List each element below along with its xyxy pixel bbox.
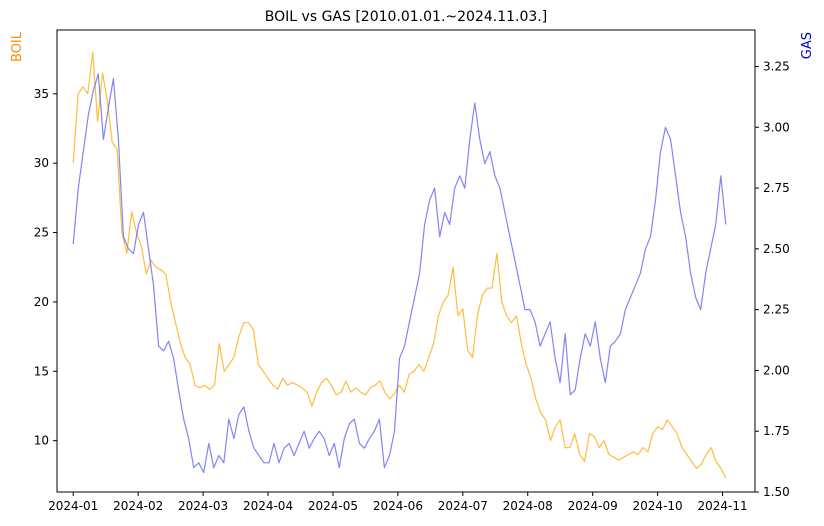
- x-tick-label: 2024-06: [373, 499, 423, 513]
- plot-frame: [56, 29, 756, 493]
- x-tick-label: 2024-10: [633, 499, 683, 513]
- x-tick-label: 2024-08: [503, 499, 553, 513]
- right-y-tick-label: 2.75: [763, 181, 790, 195]
- right-y-tick-label: 1.50: [763, 485, 790, 499]
- left-y-tick-label: 15: [34, 364, 49, 378]
- gas-series-line: [72, 73, 727, 474]
- x-tick-label: 2024-05: [308, 499, 358, 513]
- x-tick-label: 2024-09: [568, 499, 618, 513]
- right-y-tick-label: 3.25: [763, 59, 790, 73]
- left-y-tick-label: 10: [34, 434, 49, 448]
- x-axis: 2024-01 2024-02 2024-03 2024-04 2024-05 2024-…: [48, 492, 748, 513]
- chart-title: BOIL vs GAS [2010.01.01.~2024.11.03.]: [265, 9, 547, 25]
- right-y-tick-label: 2.00: [763, 363, 790, 377]
- right-y-tick-label: 2.50: [763, 242, 790, 256]
- left-y-tick-label: 20: [34, 295, 49, 309]
- left-y-tick-label: 25: [34, 226, 49, 240]
- x-tick-label: 2024-04: [243, 499, 293, 513]
- right-y-tick-label: 1.75: [763, 424, 790, 438]
- boil-series-line: [72, 51, 727, 479]
- x-tick-label: 2024-02: [113, 499, 163, 513]
- right-y-tick-label: 2.25: [763, 303, 790, 317]
- left-y-tick-label: 35: [34, 87, 49, 101]
- right-y-axis: 1.50 1.75 2.00 2.25 2.50 2.75 3.00 3.25: [755, 59, 790, 499]
- left-y-tick-label: 30: [34, 156, 49, 170]
- x-tick-label: 2024-11: [697, 499, 747, 513]
- x-tick-label: 2024-03: [178, 499, 228, 513]
- x-tick-label: 2024-01: [48, 499, 98, 513]
- right-axis-title: GAS: [800, 32, 815, 59]
- x-tick-label: 2024-07: [438, 499, 488, 513]
- left-axis-title: BOIL: [10, 31, 25, 62]
- right-y-tick-label: 3.00: [763, 120, 790, 134]
- left-y-axis: 10 15 20 25 30 35: [34, 87, 57, 448]
